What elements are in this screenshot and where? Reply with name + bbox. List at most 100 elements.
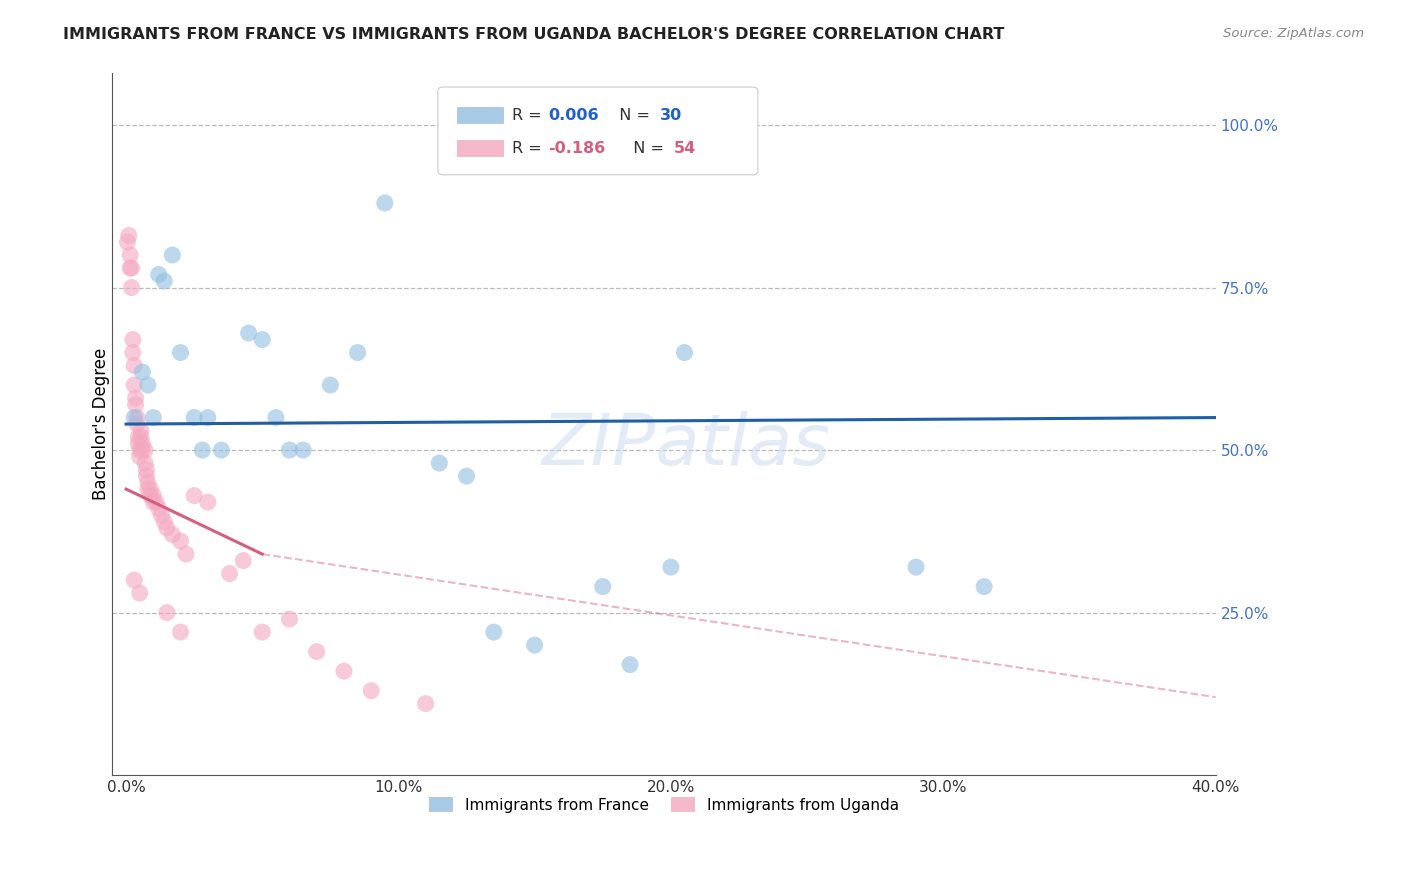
- Point: [169, 534, 191, 549]
- FancyBboxPatch shape: [457, 140, 503, 156]
- Point: [905, 560, 928, 574]
- Point: [120, 260, 142, 275]
- Point: [197, 495, 219, 509]
- Point: [125, 417, 148, 431]
- Point: [673, 345, 696, 359]
- Point: [619, 657, 641, 672]
- Point: [122, 378, 145, 392]
- Point: [156, 606, 179, 620]
- Point: [162, 527, 184, 541]
- Point: [183, 410, 205, 425]
- Point: [346, 345, 368, 359]
- Point: [117, 235, 139, 249]
- Point: [148, 268, 170, 282]
- Point: [122, 410, 145, 425]
- Point: [142, 489, 165, 503]
- Point: [124, 398, 146, 412]
- Point: [482, 625, 505, 640]
- Point: [252, 625, 274, 640]
- Point: [128, 450, 150, 464]
- Text: ZIPatlas: ZIPatlas: [541, 410, 831, 480]
- Text: -0.186: -0.186: [548, 141, 606, 155]
- Point: [139, 489, 162, 503]
- Point: [162, 248, 184, 262]
- Point: [122, 573, 145, 587]
- Legend: Immigrants from France, Immigrants from Uganda: Immigrants from France, Immigrants from …: [422, 789, 907, 820]
- Point: [136, 378, 159, 392]
- Point: [523, 638, 546, 652]
- Point: [456, 469, 478, 483]
- Point: [592, 580, 614, 594]
- Point: [142, 410, 165, 425]
- Text: 0.006: 0.006: [548, 108, 599, 122]
- Point: [124, 391, 146, 405]
- Point: [218, 566, 240, 581]
- Point: [135, 469, 157, 483]
- Point: [238, 326, 260, 340]
- FancyBboxPatch shape: [457, 107, 503, 123]
- Point: [153, 515, 176, 529]
- Point: [134, 456, 156, 470]
- Text: 54: 54: [673, 141, 696, 155]
- Point: [973, 580, 995, 594]
- Point: [264, 410, 287, 425]
- Point: [135, 462, 157, 476]
- Point: [120, 248, 142, 262]
- Point: [174, 547, 197, 561]
- Point: [232, 553, 254, 567]
- Point: [153, 274, 176, 288]
- Text: Source: ZipAtlas.com: Source: ZipAtlas.com: [1223, 27, 1364, 40]
- Point: [131, 365, 153, 379]
- Point: [183, 489, 205, 503]
- Text: N =: N =: [609, 108, 655, 122]
- Point: [278, 612, 301, 626]
- Point: [136, 482, 159, 496]
- Point: [122, 345, 145, 359]
- Point: [122, 359, 145, 373]
- Point: [427, 456, 450, 470]
- Point: [142, 495, 165, 509]
- Point: [148, 501, 170, 516]
- Text: R =: R =: [512, 141, 547, 155]
- Point: [209, 443, 232, 458]
- Point: [319, 378, 342, 392]
- Text: N =: N =: [623, 141, 669, 155]
- Point: [145, 495, 167, 509]
- Text: 30: 30: [659, 108, 682, 122]
- Point: [129, 430, 152, 444]
- Point: [374, 196, 396, 211]
- Point: [197, 410, 219, 425]
- Text: R =: R =: [512, 108, 547, 122]
- Point: [128, 586, 150, 600]
- Point: [136, 475, 159, 490]
- Point: [121, 280, 143, 294]
- FancyBboxPatch shape: [437, 87, 758, 175]
- Point: [415, 697, 437, 711]
- Point: [150, 508, 173, 522]
- Point: [127, 430, 149, 444]
- Point: [333, 664, 356, 678]
- Point: [659, 560, 682, 574]
- Point: [292, 443, 315, 458]
- Y-axis label: Bachelor's Degree: Bachelor's Degree: [93, 348, 110, 500]
- Point: [131, 436, 153, 450]
- Point: [129, 424, 152, 438]
- Point: [128, 443, 150, 458]
- Point: [134, 443, 156, 458]
- Point: [125, 410, 148, 425]
- Point: [169, 345, 191, 359]
- Point: [252, 333, 274, 347]
- Point: [360, 683, 382, 698]
- Point: [139, 482, 162, 496]
- Point: [127, 436, 149, 450]
- Point: [305, 645, 328, 659]
- Point: [156, 521, 179, 535]
- Point: [278, 443, 301, 458]
- Point: [131, 443, 153, 458]
- Point: [121, 260, 143, 275]
- Text: IMMIGRANTS FROM FRANCE VS IMMIGRANTS FROM UGANDA BACHELOR'S DEGREE CORRELATION C: IMMIGRANTS FROM FRANCE VS IMMIGRANTS FRO…: [63, 27, 1005, 42]
- Point: [169, 625, 191, 640]
- Point: [118, 228, 141, 243]
- Point: [191, 443, 214, 458]
- Point: [122, 333, 145, 347]
